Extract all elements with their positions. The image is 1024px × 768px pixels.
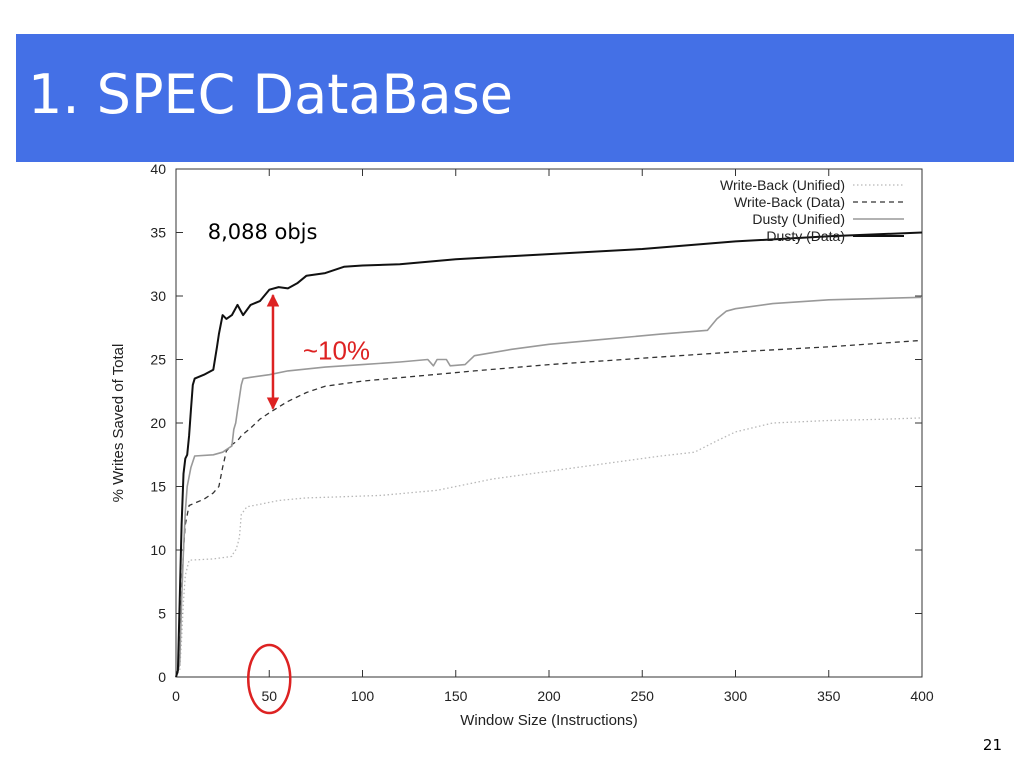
y-tick-label: 20 [150,415,166,431]
x-tick-label: 400 [910,688,934,704]
x-tick-label: 350 [817,688,841,704]
x-tick-label: 50 [261,688,277,704]
y-tick-label: 0 [158,669,166,685]
legend-label: Dusty (Data) [766,228,845,244]
x-tick-label: 100 [351,688,375,704]
x-tick-label: 250 [631,688,655,704]
y-tick-label: 30 [150,288,166,304]
object-count-annotation: 8,088 objs [208,220,318,244]
series-line-2 [175,339,923,678]
highlight-circle [247,643,292,715]
plot-frame [175,168,923,678]
series-line-4 [175,231,923,678]
y-tick-label: 40 [150,161,166,177]
y-tick-label: 35 [150,225,166,241]
title-bar: 1. SPEC DataBase [16,34,1014,162]
y-tick-label: 5 [158,606,166,622]
y-tick-label: 15 [150,479,166,495]
legend-label: Write-Back (Data) [734,194,845,210]
y-tick-label: 25 [150,352,166,368]
x-tick-label: 200 [537,688,561,704]
x-tick-label: 0 [172,688,180,704]
series-line-1 [175,417,923,678]
legend-label: Dusty (Unified) [752,211,845,227]
x-tick-label: 150 [444,688,468,704]
page-number: 21 [982,736,1002,754]
x-axis-label: Window Size (Instructions) [460,712,638,729]
difference-annotation: ~10% [303,336,370,366]
slide-title: 1. SPEC DataBase [28,63,513,126]
y-tick-label: 10 [150,542,166,558]
legend-label: Write-Back (Unified) [720,177,845,193]
x-tick-label: 300 [724,688,748,704]
series-line-3 [175,296,923,678]
y-axis-label: % Writes Saved of Total [110,344,127,503]
